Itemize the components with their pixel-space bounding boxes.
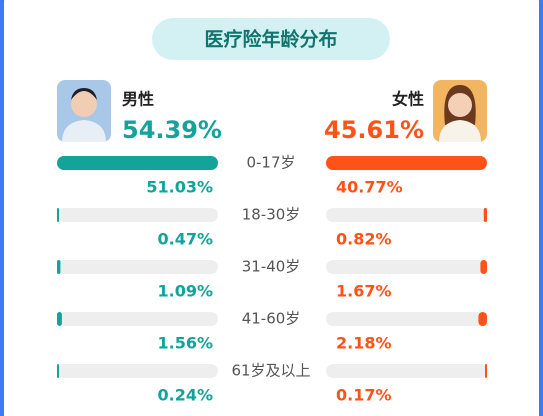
value-label: 0.47% (157, 230, 213, 249)
bar (483, 208, 487, 222)
bar (57, 364, 59, 378)
track (326, 312, 487, 326)
category-label: 41-60岁 (242, 310, 301, 328)
value-label: 1.56% (157, 334, 213, 353)
track (57, 312, 218, 326)
bar (57, 260, 61, 274)
value-label: 0.24% (157, 386, 213, 405)
male-avatar (57, 80, 111, 142)
bar (478, 312, 487, 326)
value-label: 0.17% (336, 386, 392, 405)
value-label: 1.67% (336, 282, 392, 301)
category-label: 31-40岁 (242, 258, 301, 276)
female-avatar (433, 80, 487, 142)
track (326, 208, 487, 222)
track (326, 260, 487, 274)
chart-title: 医疗险年龄分布 (204, 28, 337, 51)
male-label: 男性 (122, 90, 154, 109)
value-label: 1.09% (157, 282, 213, 301)
track (57, 208, 218, 222)
bar (485, 364, 487, 378)
value-label: 2.18% (336, 334, 392, 353)
value-label: 40.77% (336, 178, 403, 197)
bar (57, 156, 218, 170)
value-label: 0.82% (336, 230, 392, 249)
category-label: 61岁及以上 (231, 362, 310, 380)
title-pill (152, 18, 390, 60)
value-label: 51.03% (146, 178, 213, 197)
track (57, 364, 218, 378)
bar (326, 156, 487, 170)
category-label: 18-30岁 (242, 206, 301, 224)
male-share: 54.39% (122, 116, 222, 144)
track (57, 260, 218, 274)
female-share: 45.61% (324, 116, 424, 144)
track (326, 364, 487, 378)
category-label: 0-17岁 (246, 154, 295, 172)
bar (480, 260, 487, 274)
bar (57, 312, 62, 326)
female-label: 女性 (392, 90, 424, 109)
bar (57, 208, 59, 222)
